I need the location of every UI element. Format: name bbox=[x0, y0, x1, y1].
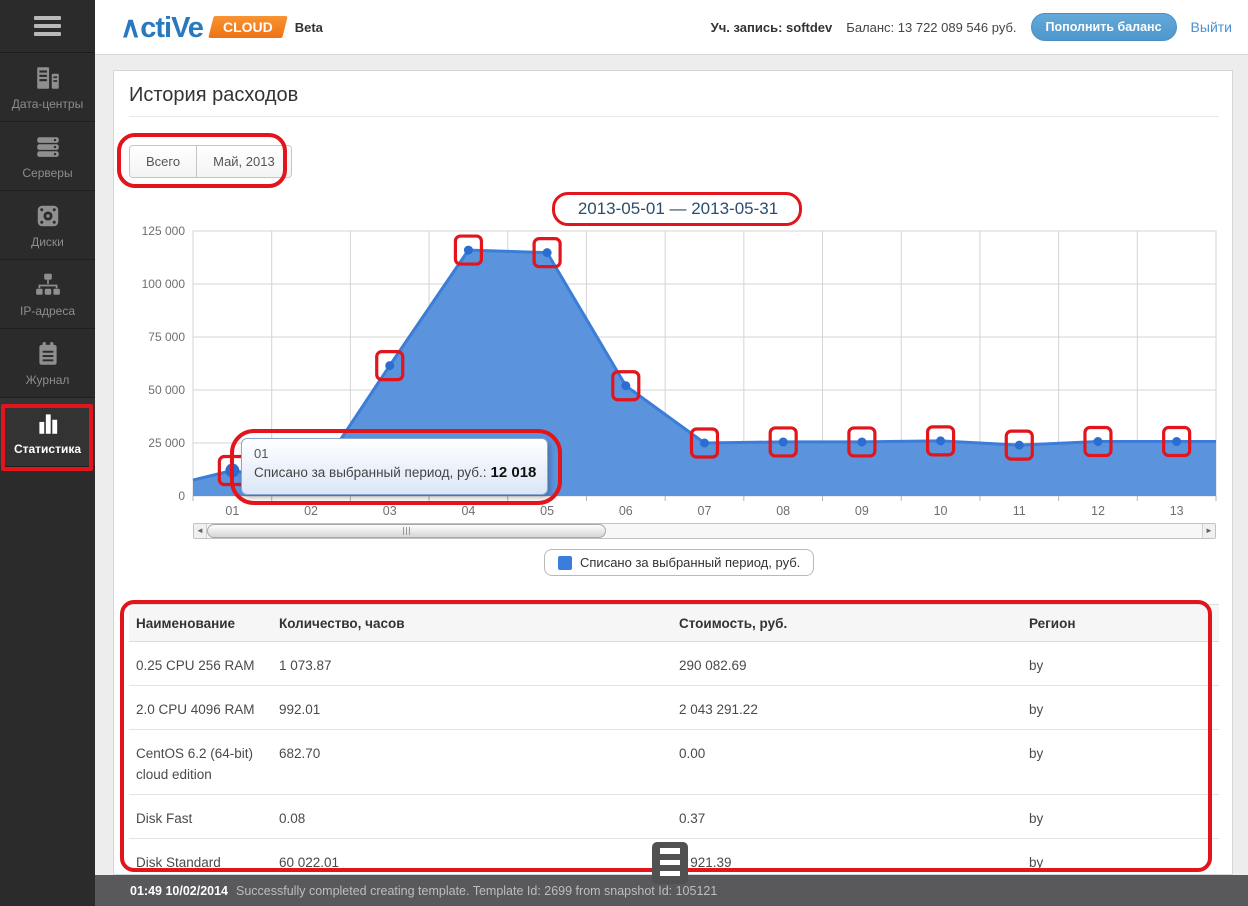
title-divider bbox=[129, 116, 1219, 117]
sidebar-item-journal[interactable]: Журнал bbox=[0, 329, 95, 398]
status-message: Successfully completed creating template… bbox=[236, 884, 717, 898]
logout-link[interactable]: Выйти bbox=[1191, 19, 1232, 35]
tab-total[interactable]: Всего bbox=[130, 146, 196, 177]
brand-logo: ∧ctiVe CLOUD Beta bbox=[120, 10, 323, 45]
svg-text:02: 02 bbox=[304, 504, 318, 518]
scrollbar-right-arrow-icon[interactable]: ► bbox=[1202, 524, 1215, 538]
svg-text:07: 07 bbox=[698, 504, 712, 518]
tooltip-value: 12 018 bbox=[491, 464, 537, 481]
table-row: 0.25 CPU 256 RAM1 073.87 290 082.69by bbox=[129, 642, 1219, 686]
tooltip-series-line: Списано за выбранный период, руб.: 12 018 bbox=[254, 464, 535, 481]
svg-text:06: 06 bbox=[619, 504, 633, 518]
tooltip-category: 01 bbox=[254, 446, 535, 461]
scroll-handle-button[interactable] bbox=[652, 842, 688, 884]
brand-cloud-badge: CLOUD bbox=[208, 16, 287, 38]
table-row: CentOS 6.2 (64-bit) cloud edition682.70 … bbox=[129, 730, 1219, 795]
account-label: Уч. запись: softdev bbox=[711, 20, 833, 35]
scrollbar-thumb[interactable] bbox=[207, 524, 606, 538]
svg-text:50 000: 50 000 bbox=[148, 383, 185, 397]
tab-may-2013[interactable]: Май, 2013 bbox=[196, 146, 291, 177]
sidebar-item-label: IP-адреса bbox=[20, 304, 75, 318]
period-tab-group: Всего Май, 2013 bbox=[129, 145, 292, 178]
svg-text:125 000: 125 000 bbox=[142, 224, 186, 238]
sidebar: Дата-центры Серверы Диски bbox=[0, 0, 95, 906]
svg-text:100 000: 100 000 bbox=[142, 277, 186, 291]
chart-scrollbar[interactable]: ◄ ► bbox=[193, 523, 1216, 539]
sidebar-item-servers[interactable]: Серверы bbox=[0, 122, 95, 191]
journal-icon bbox=[34, 340, 62, 368]
svg-text:0: 0 bbox=[178, 489, 185, 503]
table-row: 2.0 CPU 4096 RAM992.01 2 043 291.22by bbox=[129, 686, 1219, 730]
svg-text:03: 03 bbox=[383, 504, 397, 518]
statistics-icon bbox=[34, 409, 62, 437]
col-header-name: Наименование bbox=[129, 616, 272, 631]
expenses-table: Наименование Количество, часов Стоимость… bbox=[129, 604, 1219, 875]
sidebar-item-label: Серверы bbox=[22, 166, 72, 180]
sidebar-top bbox=[0, 0, 95, 53]
datacenter-icon bbox=[34, 64, 62, 92]
top-header: ∧ctiVe CLOUD Beta Уч. запись: softdev Ба… bbox=[95, 0, 1248, 55]
sidebar-item-statistics[interactable]: Статистика bbox=[0, 398, 95, 467]
col-header-region: Регион bbox=[1022, 616, 1219, 631]
legend-label: Списано за выбранный период, руб. bbox=[580, 555, 800, 570]
svg-text:11: 11 bbox=[1013, 504, 1026, 518]
chart-legend[interactable]: Списано за выбранный период, руб. bbox=[544, 549, 814, 576]
balance-label: Баланс: 13 722 089 546 руб. bbox=[846, 20, 1016, 35]
col-header-cost: Стоимость, руб. bbox=[672, 616, 1022, 631]
servers-icon bbox=[34, 133, 62, 161]
legend-swatch bbox=[558, 556, 572, 570]
sidebar-item-label: Диски bbox=[31, 235, 64, 249]
ip-addresses-icon bbox=[34, 271, 62, 299]
svg-text:09: 09 bbox=[855, 504, 869, 518]
sidebar-item-ip-addresses[interactable]: IP-адреса bbox=[0, 260, 95, 329]
table-header-row: Наименование Количество, часов Стоимость… bbox=[129, 604, 1219, 642]
svg-text:75 000: 75 000 bbox=[148, 330, 185, 344]
svg-text:10: 10 bbox=[934, 504, 948, 518]
sidebar-item-label: Дата-центры bbox=[12, 97, 83, 111]
chart-tooltip: 01 Списано за выбранный период, руб.: 12 … bbox=[241, 438, 548, 495]
sidebar-item-disks[interactable]: Диски bbox=[0, 191, 95, 260]
table-row: Disk Fast0.08 0.37by bbox=[129, 795, 1219, 839]
svg-text:12: 12 bbox=[1091, 504, 1105, 518]
sidebar-item-label: Журнал bbox=[26, 373, 70, 387]
sidebar-item-datacenters[interactable]: Дата-центры bbox=[0, 53, 95, 122]
sidebar-item-label: Статистика bbox=[14, 442, 81, 456]
chart-title: 2013-05-01 — 2013-05-31 bbox=[558, 199, 798, 219]
svg-text:13: 13 bbox=[1170, 504, 1184, 518]
svg-text:01: 01 bbox=[225, 504, 239, 518]
app-root: Дата-центры Серверы Диски bbox=[0, 0, 1248, 906]
col-header-quantity: Количество, часов bbox=[272, 616, 672, 631]
brand-name: ∧ctiVe bbox=[120, 10, 203, 45]
scrollbar-left-arrow-icon[interactable]: ◄ bbox=[194, 524, 207, 538]
svg-text:25 000: 25 000 bbox=[148, 436, 185, 450]
disks-icon bbox=[34, 202, 62, 230]
topup-balance-button[interactable]: Пополнить баланс bbox=[1031, 13, 1177, 41]
status-timestamp: 01:49 10/02/2014 bbox=[130, 884, 228, 898]
svg-text:04: 04 bbox=[461, 504, 475, 518]
svg-text:05: 05 bbox=[540, 504, 554, 518]
svg-text:08: 08 bbox=[776, 504, 790, 518]
content-card: История расходов Всего Май, 2013 2013-05… bbox=[113, 70, 1233, 875]
tooltip-label: Списано за выбранный период, руб.: bbox=[254, 465, 487, 480]
brand-beta-label: Beta bbox=[295, 20, 323, 35]
hamburger-menu-icon[interactable] bbox=[34, 16, 61, 36]
page-title: История расходов bbox=[129, 84, 298, 107]
